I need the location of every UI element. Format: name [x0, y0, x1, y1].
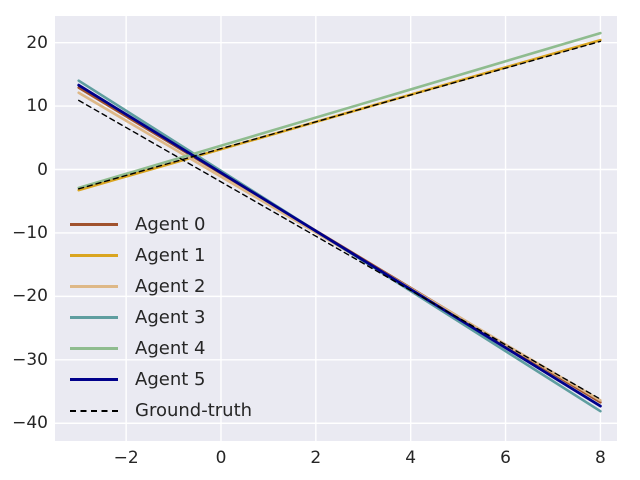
legend-row: Agent 4	[70, 333, 252, 364]
x-tick-label: 8	[594, 448, 606, 468]
legend-row: Ground-truth	[70, 395, 252, 426]
y-tick-label: −40	[12, 413, 48, 434]
legend: Agent 0 Agent 1 Agent 2 Agent 3 Agent 4 Agent…	[70, 209, 252, 426]
legend-row: Agent 3	[70, 302, 252, 333]
series-line-ground-truth-descending-	[78, 99, 602, 400]
legend-swatch-line	[70, 409, 118, 412]
series-line-ground-truth-ascending-	[78, 40, 602, 190]
series-line-agent-5	[77, 83, 602, 408]
legend-label: Ground-truth	[135, 400, 253, 421]
x-tick-label: −2	[113, 448, 139, 468]
plot-background	[55, 16, 617, 441]
y-tick-label: 0	[37, 159, 48, 180]
legend-row: Agent 2	[70, 271, 252, 302]
series-line-agent-4	[77, 31, 602, 190]
legend-row: Agent 0	[70, 209, 252, 240]
line-chart	[55, 16, 617, 441]
legend-label: Agent 5	[135, 369, 206, 390]
legend-row: Agent 5	[70, 364, 252, 395]
legend-swatch-line	[70, 254, 118, 257]
legend-swatch-line	[70, 378, 118, 381]
x-tick-label: 2	[310, 448, 322, 468]
plot-area	[55, 16, 617, 441]
legend-swatch-line	[70, 285, 118, 288]
legend-label: Agent 0	[135, 214, 206, 235]
x-tick-label: 6	[500, 448, 511, 468]
legend-swatch-line	[70, 223, 118, 226]
y-tick-label: 20	[26, 32, 48, 53]
legend-label: Agent 1	[135, 245, 206, 266]
y-tick-label: −10	[12, 222, 48, 243]
y-tick-label: −20	[12, 286, 48, 307]
legend-label: Agent 3	[135, 307, 206, 328]
y-tick-label: −30	[12, 349, 48, 370]
legend-swatch-line	[70, 316, 118, 319]
legend-swatch-line	[70, 347, 118, 350]
legend-label: Agent 2	[135, 276, 206, 297]
x-tick-label: 0	[215, 448, 227, 468]
legend-label: Agent 4	[135, 338, 206, 359]
x-tick-label: 4	[405, 448, 417, 468]
legend-row: Agent 1	[70, 240, 252, 271]
y-tick-label: 10	[26, 96, 48, 117]
